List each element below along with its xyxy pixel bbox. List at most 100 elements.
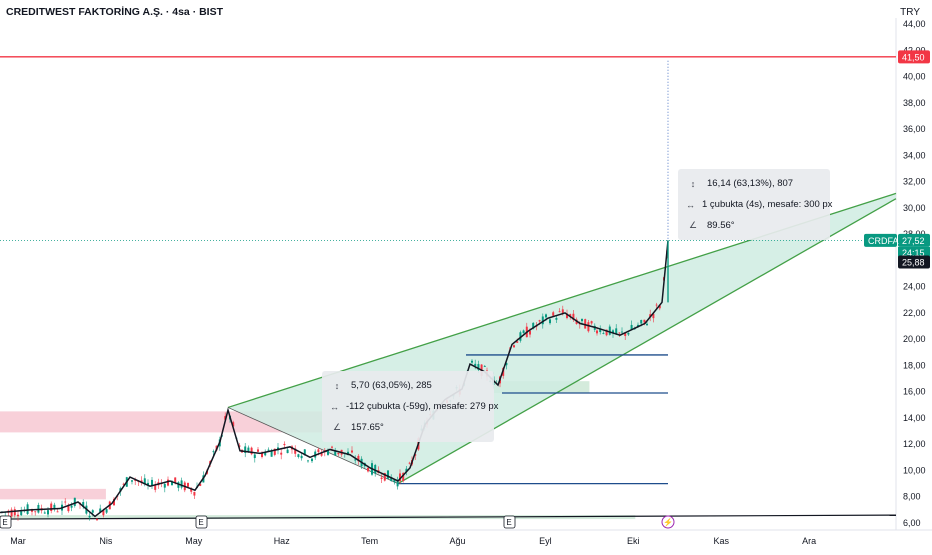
crosshair-price-tag-bg (898, 255, 930, 269)
candle-body (474, 363, 477, 366)
candle-body (70, 505, 73, 508)
candle-body (232, 422, 235, 427)
candle-body (608, 326, 611, 335)
lightning-glyph: ⚡ (663, 517, 673, 527)
candle-body (646, 323, 648, 326)
candle-body (43, 512, 46, 514)
candle-body (621, 331, 623, 333)
candle-body (154, 485, 157, 490)
currency-label: TRY (900, 7, 920, 18)
candle-body (581, 318, 583, 322)
candle-body (273, 448, 276, 455)
candle-body (529, 330, 531, 335)
measure-1-angle: 157.65° (351, 422, 384, 433)
time-tick-label: Eyl (539, 536, 552, 546)
candle-body (102, 510, 105, 516)
price-range-icon: ↕ (334, 380, 340, 391)
price-tick-label: 6,00 (903, 518, 921, 528)
price-tick-label: 16,00 (903, 387, 926, 397)
earnings-marker-label: E (2, 518, 7, 527)
candle-body (143, 478, 146, 485)
candle-body (270, 451, 273, 457)
candle-body (190, 488, 193, 492)
candle-body (334, 451, 337, 456)
price-tick-label: 44,00 (903, 19, 926, 29)
candle-body (113, 498, 115, 506)
price-tick-label: 12,00 (903, 439, 926, 449)
candle-body (283, 443, 286, 446)
candle-body (599, 328, 602, 333)
earnings-marker-1 (195, 515, 208, 529)
candle-body (477, 364, 480, 370)
time-tick-label: Mar (10, 536, 26, 546)
candle-body (317, 449, 320, 453)
measure-1-angle-row: ∠ 157.65° (330, 417, 486, 438)
bar-range-icon: ↔ (686, 199, 695, 210)
candle-body (354, 459, 357, 461)
candle-body (519, 332, 522, 341)
candle-body (307, 460, 309, 462)
symbol-tag: CRDFA (868, 236, 899, 246)
candle-body (187, 482, 189, 487)
candle-body (171, 481, 173, 486)
candle-body (357, 455, 360, 462)
candle-body (658, 305, 661, 309)
candle-body (390, 477, 393, 482)
measure-2-angle-row: ∠ 89.56° (686, 215, 822, 236)
time-tick-label: Nis (99, 536, 112, 546)
candle-body (199, 483, 202, 486)
candle-body (337, 452, 340, 455)
red-zone-1 (0, 488, 106, 500)
candle-body (294, 448, 297, 454)
price-tick-label: 42,00 (903, 45, 926, 55)
resistance-price-tag-bg (898, 50, 930, 64)
candle-body (522, 330, 525, 334)
time-tick-label: Kas (713, 536, 729, 546)
candle-body (590, 321, 593, 324)
price-tick-label: 34,00 (903, 150, 926, 160)
candle-body (399, 473, 401, 482)
candle-body (267, 449, 270, 451)
candle-body (538, 320, 541, 322)
candle-body (627, 333, 630, 335)
candle-body (516, 341, 519, 343)
price-tick-label: 22,00 (903, 308, 926, 318)
candle-body (180, 480, 183, 488)
candle-body (99, 508, 102, 512)
candle-body (26, 504, 29, 514)
candle-body (351, 450, 353, 453)
candle-body (532, 322, 535, 329)
candle-body (615, 328, 618, 335)
candle-body (566, 313, 568, 319)
candle-body (50, 503, 53, 512)
candle-body (131, 480, 133, 482)
candle-body (280, 452, 283, 455)
candle-body (640, 320, 643, 324)
candle-body (602, 332, 605, 334)
candle-body (643, 319, 646, 323)
measure-box-1: ↕ 5,70 (63,05%), 285 ↔ -112 çubukta (-59… (322, 371, 498, 442)
measure-2-price: 16,14 (63,13%), 807 (707, 178, 794, 189)
candle-body (56, 511, 59, 513)
current-price-tag-bg (898, 233, 930, 247)
time-tick-label: Ara (802, 536, 816, 546)
price-tick-label: 40,00 (903, 72, 926, 82)
measure-1-price: 5,70 (63,05%), 285 (351, 380, 432, 391)
price-tick-label: 36,00 (903, 124, 926, 134)
earnings-marker-2 (503, 515, 516, 529)
candle-body (261, 453, 263, 458)
price-tick-label: 8,00 (903, 492, 921, 502)
base-trendline (0, 514, 897, 520)
candle-body (387, 470, 389, 479)
candle-body (483, 366, 486, 367)
candle-body (212, 451, 215, 453)
time-tick-label: Ağu (449, 536, 465, 546)
candle-body (88, 515, 91, 518)
price-tick-label: 32,00 (903, 177, 926, 187)
price-tick-label: 30,00 (903, 203, 926, 213)
candle-body (405, 468, 408, 472)
candle-body (73, 497, 76, 506)
candle-body (541, 316, 544, 325)
